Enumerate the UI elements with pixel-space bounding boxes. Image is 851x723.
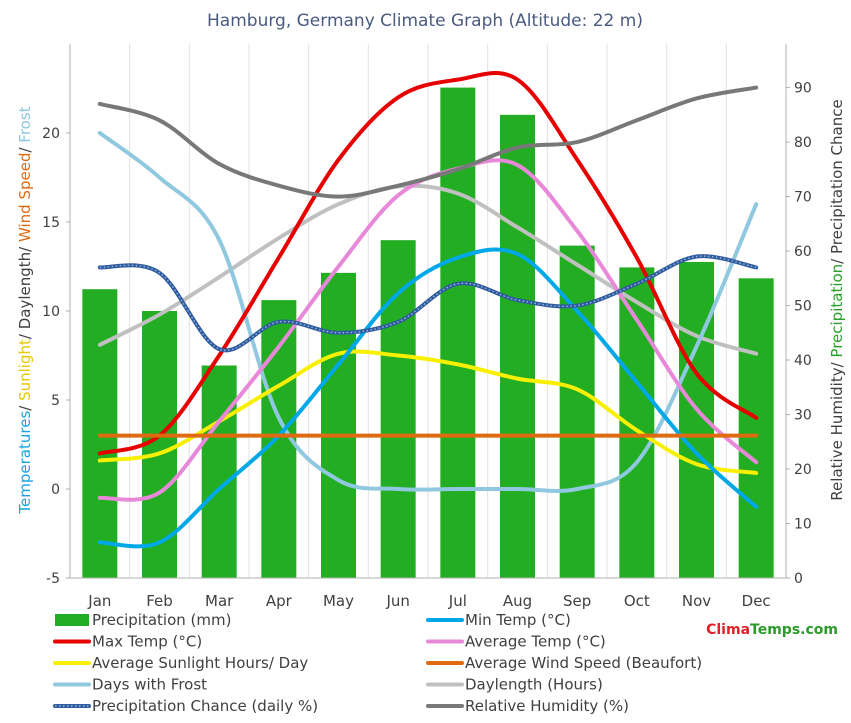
precipitation-bar [380, 240, 416, 578]
right-tick-label: 0 [794, 571, 803, 587]
right-tick-label: 70 [794, 190, 812, 206]
legend-entry-days-with-frost: Days with Frost [53, 676, 207, 694]
brand-logo[interactable]: ClimaTemps.com [706, 622, 838, 638]
right-tick-label: 80 [794, 135, 812, 151]
right-tick-label: 30 [794, 408, 812, 424]
precipitation-bar [440, 87, 476, 579]
legend: Precipitation (mm) Min Temp (°C) Max Temp … [53, 611, 702, 715]
legend-label: Precipitation (mm) [92, 611, 231, 629]
x-tick-label: Feb [146, 592, 173, 610]
left-tick-label: 5 [51, 393, 60, 409]
right-axis-label: Relative Humidity/ Precipitation/ Precip… [828, 99, 846, 500]
precipitation-bar [500, 114, 535, 578]
x-tick-label: Dec [742, 592, 771, 610]
x-tick-label: Oct [624, 592, 650, 610]
legend-entry-precipitation-chance: Precipitation Chance (daily %) [53, 697, 318, 715]
right-tick-label: 40 [794, 353, 812, 369]
precipitation-bar [201, 365, 237, 578]
chart-title: Hamburg, Germany Climate Graph (Altitude… [207, 11, 643, 31]
legend-label: Average Sunlight Hours/ Day [92, 654, 308, 672]
precipitation-bar [738, 278, 774, 578]
axes: -5 0 5 10 15 20 0 10 20 30 40 50 60 70 80 90 Jan Feb Mar Ap… [42, 44, 812, 610]
legend-entry-min-temp: Min Temp (°C) [426, 611, 571, 629]
legend-label: Min Temp (°C) [465, 611, 571, 629]
precipitation-chance-line-dots [99, 255, 757, 352]
legend-entry-daylength: Daylength (Hours) [426, 676, 603, 694]
right-tick-label: 90 [794, 81, 812, 97]
legend-label: Daylength (Hours) [465, 676, 603, 694]
left-tick-label: 0 [51, 482, 60, 498]
x-tick-label: Jul [448, 592, 467, 610]
legend-entry-average-temp: Average Temp (°C) [426, 633, 606, 651]
legend-label: Relative Humidity (%) [465, 697, 629, 715]
x-tick-label: Nov [682, 592, 711, 610]
x-tick-label: Aug [503, 592, 532, 610]
daylength-line [97, 183, 759, 356]
right-tick-label: 60 [794, 244, 812, 260]
legend-entry-relative-humidity: Relative Humidity (%) [426, 697, 629, 715]
days-with-frost-line [97, 131, 759, 493]
left-tick-label: 20 [42, 126, 60, 142]
right-tick-label: 10 [794, 517, 812, 533]
legend-entry-average-wind-speed: Average Wind Speed (Beaufort) [426, 654, 702, 672]
legend-label: Days with Frost [92, 676, 207, 694]
max-temp-line [97, 71, 759, 456]
legend-swatch [55, 614, 89, 626]
x-tick-label: Jan [87, 592, 111, 610]
x-tick-label: Jun [385, 592, 409, 610]
left-tick-label: 15 [42, 215, 60, 231]
right-tick-label: 50 [794, 299, 812, 315]
legend-label: Average Wind Speed (Beaufort) [465, 654, 702, 672]
x-tick-label: Sep [563, 592, 591, 610]
x-tick-label: May [323, 592, 354, 610]
legend-label: Average Temp (°C) [465, 633, 606, 651]
precipitation-bar [321, 272, 356, 578]
legend-label: Max Temp (°C) [92, 633, 202, 651]
relative-humidity-line [97, 85, 759, 199]
left-tick-label: -5 [46, 571, 60, 587]
min-temp-line [97, 247, 759, 549]
legend-entry-max-temp: Max Temp (°C) [53, 633, 202, 651]
legend-entry-average-sunlight-hours-day: Average Sunlight Hours/ Day [53, 654, 308, 672]
series-lines [97, 71, 759, 549]
legend-label: Precipitation Chance (daily %) [92, 697, 318, 715]
x-tick-label: Apr [266, 592, 293, 610]
left-axis-label: Temperatures/ Sunlight/ Daylength/ Wind … [16, 106, 34, 514]
right-tick-label: 20 [794, 462, 812, 478]
x-tick-label: Mar [205, 592, 234, 610]
legend-entry-precipitation: Precipitation (mm) [55, 611, 231, 629]
left-tick-label: 10 [42, 304, 60, 320]
